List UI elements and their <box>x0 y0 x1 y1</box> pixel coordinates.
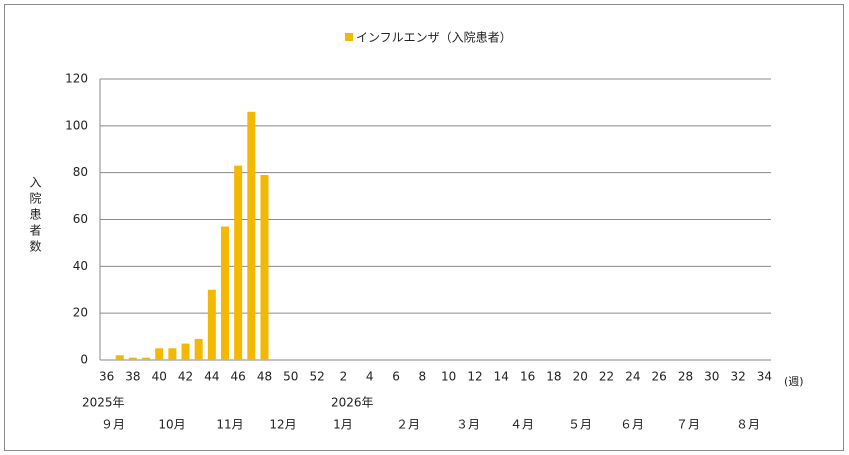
bar <box>207 289 216 360</box>
bar <box>260 175 269 360</box>
month-label: ６月 <box>620 418 644 432</box>
bar <box>247 111 256 361</box>
month-label: ９月 <box>101 418 125 432</box>
x-tick-label: 44 <box>204 370 219 384</box>
bar <box>168 348 177 360</box>
bar <box>181 343 190 360</box>
chart-frame <box>4 4 844 451</box>
x-tick-label: 48 <box>257 370 272 384</box>
month-label: ４月 <box>510 418 534 432</box>
y-tick-label: 40 <box>73 259 88 273</box>
month-label: 1月 <box>333 418 353 432</box>
x-tick-label: 36 <box>99 370 114 384</box>
bar <box>220 226 229 360</box>
year-label: 2026年 <box>331 396 374 410</box>
y-tick-label: 100 <box>65 118 88 132</box>
x-tick-label: 16 <box>520 370 535 384</box>
year-label: 2025年 <box>82 396 125 410</box>
x-tick-label: 14 <box>494 370 509 384</box>
x-tick-label: 4 <box>366 370 374 384</box>
x-tick-label: 52 <box>309 370 324 384</box>
month-label: 10月 <box>158 418 185 432</box>
x-tick-label: 40 <box>152 370 167 384</box>
bar <box>234 165 243 360</box>
x-tick-label: 20 <box>573 370 588 384</box>
x-tick-label: 6 <box>392 370 400 384</box>
x-tick-label: 26 <box>652 370 667 384</box>
x-tick-label: 34 <box>757 370 772 384</box>
bar <box>155 348 164 360</box>
x-tick-label: 8 <box>419 370 427 384</box>
x-tick-label: 2 <box>340 370 348 384</box>
y-tick-label: 120 <box>65 72 88 86</box>
bar <box>194 338 203 360</box>
month-label: ３月 <box>456 418 480 432</box>
x-tick-label: 30 <box>704 370 719 384</box>
x-tick-label: 10 <box>441 370 456 384</box>
month-label: ５月 <box>568 418 592 432</box>
legend-label: インフルエンザ（入院患者） <box>356 31 512 45</box>
x-tick-label: 24 <box>625 370 640 384</box>
month-label: ８月 <box>736 418 760 432</box>
bar <box>142 357 151 360</box>
x-tick-label: 12 <box>467 370 482 384</box>
x-tick-label: 18 <box>546 370 561 384</box>
bar <box>115 355 124 360</box>
y-tick-label: 20 <box>73 306 88 320</box>
legend-swatch <box>345 33 353 41</box>
month-label: ２月 <box>396 418 420 432</box>
x-axis-label: (週) <box>784 375 804 388</box>
y-tick-label: 60 <box>73 212 88 226</box>
month-label: ７月 <box>676 418 700 432</box>
x-tick-label: 32 <box>730 370 745 384</box>
x-tick-label: 42 <box>178 370 193 384</box>
y-axis-label: 入院患者数 <box>28 176 42 256</box>
x-tick-label: 22 <box>599 370 614 384</box>
y-tick-label: 80 <box>73 165 88 179</box>
x-tick-label: 38 <box>125 370 140 384</box>
x-tick-label: 28 <box>678 370 693 384</box>
y-tick-label: 0 <box>80 353 88 367</box>
x-tick-label: 46 <box>231 370 246 384</box>
month-label: 12月 <box>269 418 296 432</box>
bar <box>128 357 137 360</box>
x-tick-label: 50 <box>283 370 298 384</box>
month-label: 11月 <box>216 418 243 432</box>
